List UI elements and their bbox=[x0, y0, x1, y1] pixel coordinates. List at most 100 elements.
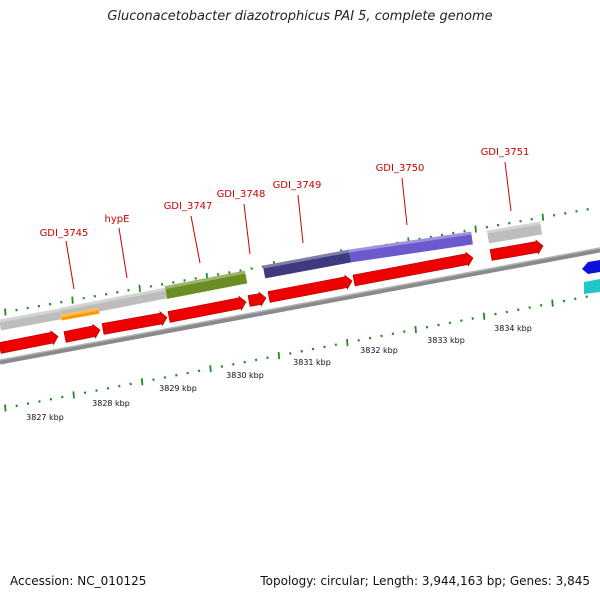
inner-tick bbox=[505, 310, 509, 314]
cds-arrow bbox=[352, 251, 474, 287]
outer-tick bbox=[116, 290, 119, 294]
outer-tick bbox=[93, 294, 97, 298]
gene-leader bbox=[401, 177, 408, 226]
outer-tick bbox=[4, 308, 7, 316]
outer-tick bbox=[26, 306, 29, 310]
cds-arrow bbox=[247, 291, 267, 307]
inner-tick bbox=[220, 365, 224, 368]
kbp-label: 3832 kbp bbox=[360, 346, 398, 355]
outer-tick bbox=[216, 273, 220, 276]
cds-arrow bbox=[167, 295, 247, 323]
gene-label: GDI_3751 bbox=[481, 147, 530, 158]
cyan-feature bbox=[584, 279, 600, 294]
inner-tick bbox=[482, 312, 486, 320]
inner-tick bbox=[289, 352, 292, 355]
orange-feature-highlight bbox=[60, 307, 99, 318]
violet-feature-highlight bbox=[349, 231, 472, 253]
kbp-labels: 3827 kbp 3828 kbp 3829 kbp 3830 kbp 3831 kbp… bbox=[26, 324, 532, 422]
olive-feature bbox=[164, 270, 248, 299]
cds-track bbox=[0, 239, 544, 354]
outer-tick-track bbox=[4, 207, 589, 316]
outer-tick bbox=[239, 269, 242, 272]
outer-tick bbox=[48, 302, 52, 306]
kbp-label: 3834 kbp bbox=[494, 324, 532, 333]
inner-tick bbox=[539, 304, 543, 307]
inner-tick bbox=[517, 308, 520, 312]
inner-tick bbox=[38, 400, 41, 403]
inner-tick bbox=[300, 349, 303, 353]
slate-feature bbox=[262, 249, 352, 279]
topology-text: Topology: circular; Length: 3,944,163 bp… bbox=[260, 574, 590, 588]
inner-tick bbox=[83, 391, 87, 395]
inner-tick bbox=[197, 369, 201, 373]
outer-tick bbox=[138, 284, 141, 292]
kbp-label: 3829 kbp bbox=[159, 384, 197, 393]
outer-tick bbox=[575, 209, 578, 213]
olive-feature-highlight bbox=[164, 270, 246, 290]
outer-tick bbox=[552, 213, 556, 217]
inner-tick bbox=[152, 378, 155, 381]
gray-feature-highlight bbox=[486, 221, 541, 234]
inner-tick bbox=[72, 391, 75, 399]
gray-feature bbox=[486, 221, 543, 244]
inner-tick bbox=[357, 338, 360, 342]
outer-tick bbox=[250, 267, 253, 270]
gray-feature-highlight bbox=[0, 308, 60, 323]
cds-arrow bbox=[0, 330, 59, 354]
outer-tick bbox=[60, 300, 63, 304]
kbp-label: 3827 kbp bbox=[26, 413, 64, 422]
inner-tick bbox=[460, 319, 463, 323]
kbp-label: 3828 kbp bbox=[92, 399, 130, 408]
inner-tick bbox=[254, 358, 258, 362]
inner-tick bbox=[266, 356, 269, 360]
inner-tick bbox=[574, 297, 577, 301]
inner-tick bbox=[425, 325, 429, 329]
inner-tick bbox=[391, 332, 395, 336]
gene-leader bbox=[243, 203, 251, 255]
outer-tick bbox=[530, 217, 533, 221]
outer-tick bbox=[228, 271, 231, 274]
inner-tick bbox=[551, 299, 554, 307]
inner-tick bbox=[494, 312, 497, 316]
inner-tick bbox=[26, 402, 30, 405]
kbp-label: 3833 kbp bbox=[427, 336, 465, 345]
inner-tick bbox=[129, 382, 132, 386]
gene-label-leaders bbox=[65, 161, 512, 290]
gene-label: GDI_3745 bbox=[40, 228, 89, 239]
inner-tick bbox=[562, 299, 566, 303]
inner-tick bbox=[106, 386, 110, 390]
cds-arrow bbox=[267, 274, 353, 303]
gene-leader bbox=[118, 227, 128, 279]
gene-label: GDI_3747 bbox=[164, 201, 213, 212]
outer-tick bbox=[104, 292, 108, 296]
inner-tick bbox=[209, 365, 212, 373]
inner-tick bbox=[346, 338, 349, 347]
outer-tick bbox=[261, 265, 265, 268]
inner-tick bbox=[186, 371, 189, 375]
outer-tick bbox=[82, 296, 85, 300]
inner-tick bbox=[4, 404, 7, 412]
outer-tick bbox=[160, 282, 164, 286]
cds-arrow bbox=[63, 323, 101, 343]
gene-label: GDI_3750 bbox=[376, 163, 425, 174]
feature-track bbox=[0, 221, 600, 331]
gene-leader bbox=[504, 161, 512, 212]
outer-tick bbox=[183, 279, 186, 282]
inner-tick bbox=[368, 336, 372, 340]
inner-tick bbox=[334, 343, 338, 347]
outer-tick bbox=[586, 207, 589, 211]
outer-tick bbox=[564, 211, 567, 215]
kbp-label: 3831 kbp bbox=[293, 358, 331, 367]
outer-tick bbox=[541, 213, 545, 221]
cds-arrow bbox=[101, 310, 168, 335]
inner-tick-track bbox=[4, 295, 588, 412]
gene-leader bbox=[190, 215, 201, 264]
gray-feature-highlight bbox=[58, 287, 166, 312]
gene-label: GDI_3748 bbox=[217, 189, 266, 200]
outer-tick bbox=[15, 308, 18, 312]
outer-tick bbox=[194, 277, 197, 280]
outer-tick bbox=[452, 231, 455, 235]
inner-tick bbox=[175, 373, 178, 377]
outer-tick bbox=[485, 225, 489, 229]
outer-tick bbox=[149, 284, 153, 288]
